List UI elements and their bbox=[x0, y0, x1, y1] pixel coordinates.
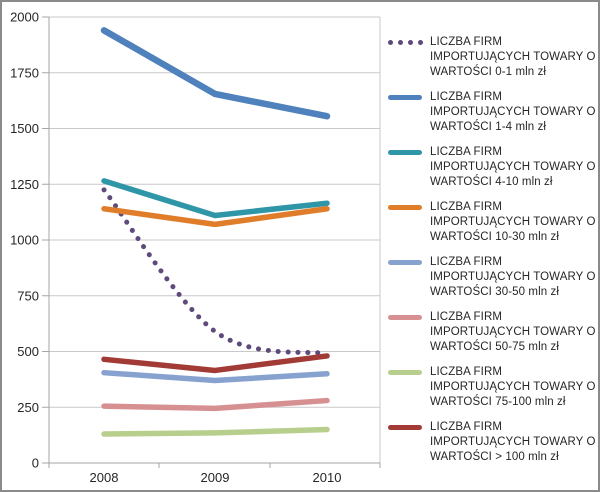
legend-line-swatch bbox=[388, 425, 422, 430]
y-axis-label-750: 750 bbox=[17, 288, 39, 303]
legend-entry-0-1-mln: LICZBA FIRM IMPORTUJĄCYCH TOWARY O WARTOŚC… bbox=[388, 35, 596, 80]
legend-label-10-30-mln: LICZBA FIRM IMPORTUJĄCYCH TOWARY O WARTOŚC… bbox=[430, 201, 596, 243]
y-axis-label-1750: 1750 bbox=[10, 65, 39, 80]
legend-marker-10-30-mln-icon bbox=[388, 205, 425, 210]
legend-marker-1-4-mln-icon bbox=[388, 95, 425, 100]
x-axis-label-2008: 2008 bbox=[90, 470, 119, 485]
legend-marker-gt-100-mln-icon bbox=[388, 425, 425, 430]
series-line-75-100-mln bbox=[101, 426, 330, 437]
y-axis-label-1000: 1000 bbox=[10, 233, 39, 248]
legend-label-0-1-mln: LICZBA FIRM IMPORTUJĄCYCH TOWARY O WARTOŚC… bbox=[430, 36, 596, 78]
y-axis-label-1250: 1250 bbox=[10, 177, 39, 192]
legend-marker-4-10-mln-icon bbox=[388, 150, 425, 155]
legend-entry-gt-100-mln: LICZBA FIRM IMPORTUJĄCYCH TOWARY O WARTOŚC… bbox=[388, 420, 596, 465]
legend-dot-icon bbox=[418, 40, 423, 45]
y-axis-label-2000: 2000 bbox=[10, 10, 39, 25]
legend-label-gt-100-mln: LICZBA FIRM IMPORTUJĄCYCH TOWARY O WARTOŚC… bbox=[430, 421, 596, 463]
series-line-0-1-mln bbox=[101, 187, 330, 357]
legend-marker-30-50-mln-icon bbox=[388, 260, 425, 265]
legend-entry-10-30-mln: LICZBA FIRM IMPORTUJĄCYCH TOWARY O WARTOŚC… bbox=[388, 200, 596, 245]
legend-marker-75-100-mln-icon bbox=[388, 370, 425, 375]
x-axis-label-2009: 2009 bbox=[201, 470, 230, 485]
legend-label-1-4-mln: LICZBA FIRM IMPORTUJĄCYCH TOWARY O WARTOŚC… bbox=[430, 91, 596, 133]
series-line-50-75-mln bbox=[101, 397, 330, 412]
legend-marker-50-75-mln-icon bbox=[388, 315, 425, 320]
legend-dot-icon bbox=[408, 40, 413, 45]
y-axis-label-500: 500 bbox=[17, 344, 39, 359]
series-line-1-4-mln bbox=[100, 27, 331, 120]
legend-entry-1-4-mln: LICZBA FIRM IMPORTUJĄCYCH TOWARY O WARTOŚC… bbox=[388, 90, 596, 135]
legend-line-swatch bbox=[388, 205, 422, 210]
legend-entry-4-10-mln: LICZBA FIRM IMPORTUJĄCYCH TOWARY O WARTOŚC… bbox=[388, 145, 596, 190]
legend-line-swatch bbox=[388, 315, 422, 320]
legend-dot-icon bbox=[398, 40, 403, 45]
legend-line-swatch bbox=[388, 370, 422, 375]
legend-entry-75-100-mln: LICZBA FIRM IMPORTUJĄCYCH TOWARY O WARTOŚC… bbox=[388, 365, 596, 410]
series-line-4-10-mln bbox=[101, 178, 330, 219]
legend-label-30-50-mln: LICZBA FIRM IMPORTUJĄCYCH TOWARY O WARTOŚC… bbox=[430, 256, 596, 298]
legend-label-75-100-mln: LICZBA FIRM IMPORTUJĄCYCH TOWARY O WARTOŚC… bbox=[430, 366, 596, 408]
legend-label-4-10-mln: LICZBA FIRM IMPORTUJĄCYCH TOWARY O WARTOŚC… bbox=[430, 146, 596, 188]
series-line-10-30-mln bbox=[101, 206, 330, 228]
y-axis-label-1500: 1500 bbox=[10, 121, 39, 136]
y-axis-label-0: 0 bbox=[32, 456, 39, 471]
legend-line-swatch bbox=[388, 95, 422, 100]
legend-line-swatch bbox=[388, 260, 422, 265]
y-axis-label-250: 250 bbox=[17, 400, 39, 415]
legend-label-50-75-mln: LICZBA FIRM IMPORTUJĄCYCH TOWARY O WARTOŚC… bbox=[430, 311, 596, 353]
series-line-30-50-mln bbox=[101, 369, 330, 384]
legend-entry-50-75-mln: LICZBA FIRM IMPORTUJĄCYCH TOWARY O WARTOŚC… bbox=[388, 310, 596, 355]
legend-line-swatch bbox=[388, 150, 422, 155]
x-axis-label-2010: 2010 bbox=[313, 470, 342, 485]
legend-dot-icon bbox=[388, 40, 393, 45]
series-line-gt-100-mln bbox=[101, 353, 330, 374]
chart-legend: LICZBA FIRM IMPORTUJĄCYCH TOWARY O WARTOŚC… bbox=[388, 35, 596, 465]
legend-marker-0-1-mln-icon bbox=[388, 40, 425, 45]
legend-entry-30-50-mln: LICZBA FIRM IMPORTUJĄCYCH TOWARY O WARTOŚC… bbox=[388, 255, 596, 300]
